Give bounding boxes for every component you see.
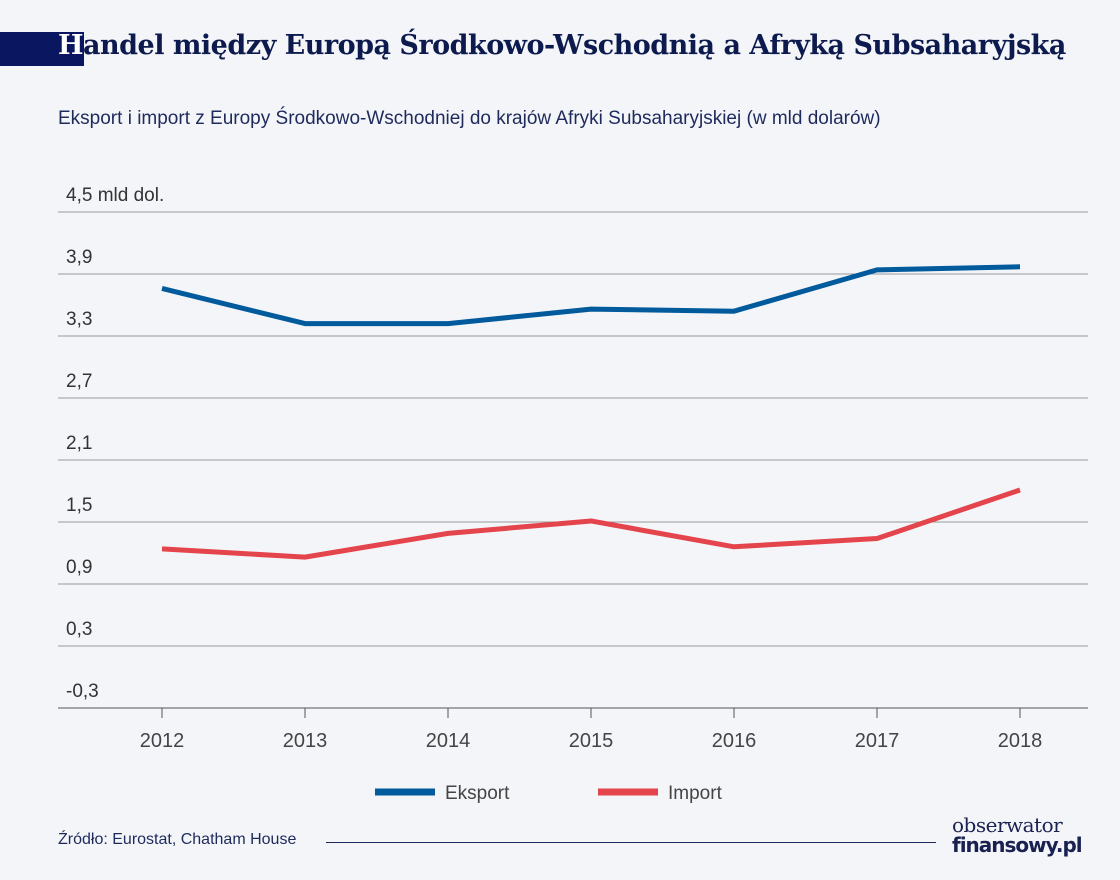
x-tick-label: 2015 [569, 730, 614, 752]
x-tick-label: 2012 [140, 730, 185, 752]
y-tick-label: 3,3 [66, 309, 92, 330]
x-tick-label: 2014 [426, 730, 471, 752]
source-note: Źródło: Eurostat, Chatham House [58, 831, 297, 848]
y-tick-label: 2,7 [66, 371, 92, 392]
y-tick-label: 0,3 [66, 619, 92, 640]
x-tick-label: 2013 [283, 730, 328, 752]
chart-title: Handel między Europą Środkowo-Wschodnią … [58, 30, 1066, 61]
y-tick-label: 0,9 [66, 557, 92, 578]
publisher-logo: obserwator finansowy.pl [952, 813, 1083, 857]
title-accent-box [0, 32, 84, 66]
x-tick-label: 2017 [855, 730, 900, 752]
series-line-import [161, 487, 1021, 560]
source-divider [326, 842, 936, 843]
title-rest: andel między Europą Środkowo-Wschodnią a… [83, 30, 1066, 61]
y-tick-label: 2,1 [66, 433, 92, 454]
legend-label-eksport: Eksport [445, 783, 510, 804]
logo-line-1: obserwator [952, 813, 1063, 837]
title-initial: H [58, 30, 84, 61]
legend-label-import: Import [668, 783, 723, 804]
y-tick-label: 1,5 [66, 495, 92, 516]
logo-line-2: finansowy.pl [952, 833, 1083, 857]
x-tick-label: 2016 [712, 730, 757, 752]
y-tick-label: 4,5 mld dol. [66, 185, 164, 206]
y-tick-label: 3,9 [66, 247, 92, 268]
chart-subtitle: Eksport i import z Europy Środkowo-Wscho… [58, 108, 881, 129]
y-tick-label: -0,3 [66, 681, 99, 702]
series-line-eksport [161, 264, 1021, 327]
x-tick-label: 2018 [998, 730, 1043, 752]
